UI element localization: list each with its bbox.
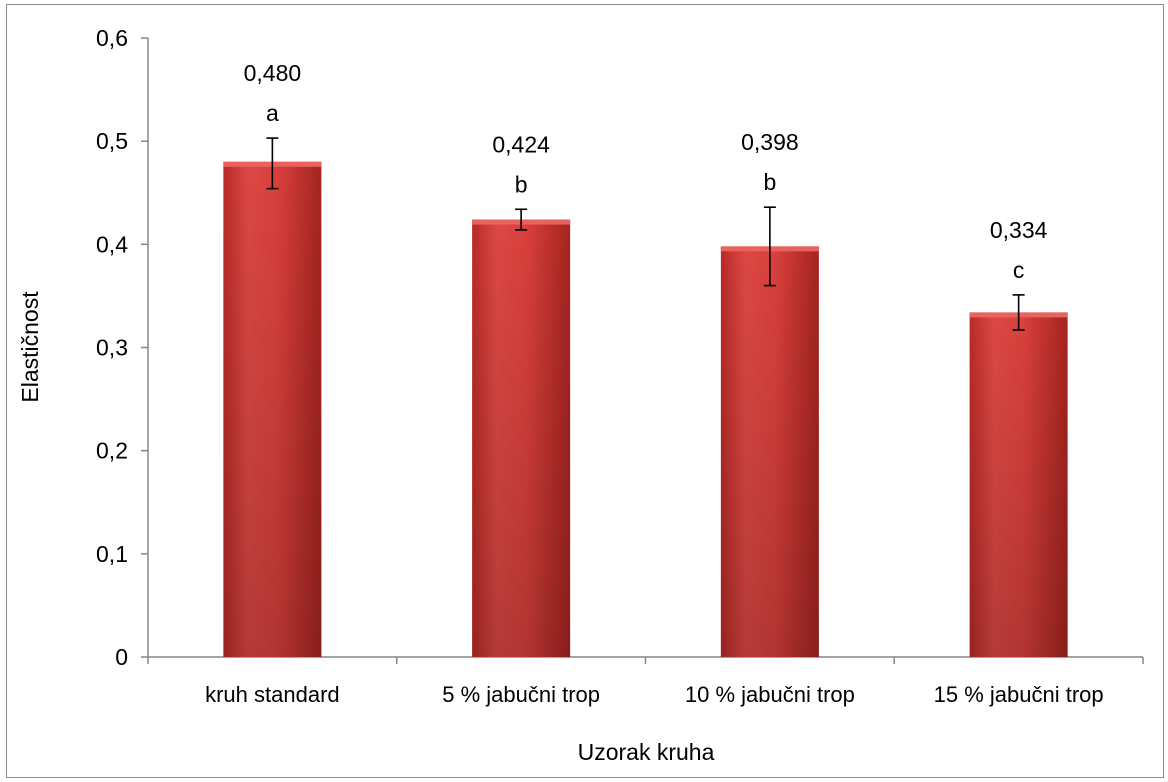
data-value-label: 0,480 xyxy=(244,60,302,86)
x-axis-title: Uzorak kruha xyxy=(578,739,715,765)
x-category-label: kruh standard xyxy=(205,682,340,707)
significance-letter: c xyxy=(1013,257,1025,283)
bar-shade xyxy=(720,246,819,657)
data-value-label: 0,424 xyxy=(492,131,550,157)
y-tick-label: 0,5 xyxy=(96,128,128,154)
bar-shade xyxy=(223,161,322,658)
significance-letter: a xyxy=(266,100,279,126)
data-value-label: 0,334 xyxy=(990,217,1048,243)
x-category-label: 10 % jabučni trop xyxy=(685,682,855,707)
data-value-label: 0,398 xyxy=(741,129,799,155)
y-tick-label: 0,4 xyxy=(96,231,128,257)
significance-letter: b xyxy=(515,171,528,197)
y-axis-title: Elastičnost xyxy=(17,291,43,403)
x-category-label: 15 % jabučni trop xyxy=(934,682,1104,707)
y-tick-label: 0,2 xyxy=(96,438,128,464)
y-tick-label: 0,3 xyxy=(96,335,128,361)
y-tick-label: 0,1 xyxy=(96,541,128,567)
y-tick-label: 0,6 xyxy=(96,25,128,51)
x-category-label: 5 % jabučni trop xyxy=(442,682,600,707)
chart-frame xyxy=(6,4,1164,778)
bar-shade xyxy=(472,219,571,657)
bar-shade xyxy=(969,312,1068,657)
y-tick-label: 0 xyxy=(115,644,128,670)
significance-letter: b xyxy=(763,169,776,195)
